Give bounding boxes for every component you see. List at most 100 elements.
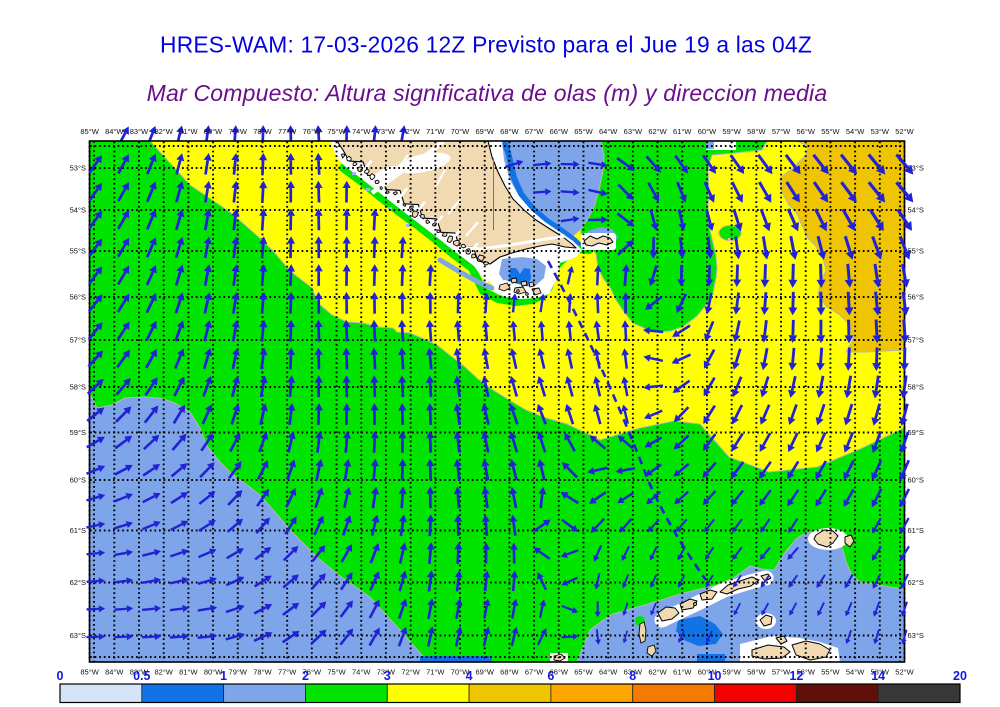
svg-text:61°W: 61°W: [673, 127, 692, 136]
svg-text:61°S: 61°S: [908, 526, 924, 535]
svg-text:56°S: 56°S: [70, 293, 86, 302]
svg-text:HRES-WAM: 17-03-2026 12Z Previ: HRES-WAM: 17-03-2026 12Z Previsto para e…: [160, 32, 812, 58]
svg-text:52°W: 52°W: [895, 127, 914, 136]
svg-text:77°W: 77°W: [278, 668, 297, 677]
svg-text:63°S: 63°S: [70, 631, 86, 640]
svg-text:80°W: 80°W: [204, 127, 223, 136]
svg-text:60°S: 60°S: [908, 476, 924, 485]
svg-text:59°W: 59°W: [722, 127, 741, 136]
svg-text:72°W: 72°W: [401, 668, 420, 677]
svg-text:61°W: 61°W: [673, 668, 692, 677]
svg-text:54°W: 54°W: [846, 668, 865, 677]
svg-text:0: 0: [57, 669, 64, 683]
svg-text:56°W: 56°W: [797, 127, 816, 136]
svg-text:53°W: 53°W: [871, 668, 890, 677]
svg-text:52°W: 52°W: [895, 668, 914, 677]
svg-text:2: 2: [302, 669, 309, 683]
svg-text:63°W: 63°W: [624, 668, 643, 677]
svg-text:81°W: 81°W: [179, 668, 198, 677]
svg-text:79°W: 79°W: [229, 127, 248, 136]
svg-text:75°W: 75°W: [327, 668, 346, 677]
svg-text:4: 4: [466, 669, 473, 683]
svg-text:68°W: 68°W: [500, 668, 519, 677]
svg-text:59°W: 59°W: [722, 668, 741, 677]
svg-text:53°W: 53°W: [871, 127, 890, 136]
svg-text:70°W: 70°W: [451, 668, 470, 677]
svg-text:73°W: 73°W: [377, 668, 396, 677]
svg-text:76°W: 76°W: [303, 668, 322, 677]
svg-text:56°W: 56°W: [797, 668, 816, 677]
svg-text:60°W: 60°W: [698, 127, 717, 136]
svg-text:58°S: 58°S: [908, 383, 924, 392]
svg-text:65°W: 65°W: [574, 668, 593, 677]
svg-text:14: 14: [871, 669, 885, 683]
svg-text:0.5: 0.5: [133, 669, 150, 683]
svg-text:67°W: 67°W: [525, 127, 544, 136]
svg-text:57°S: 57°S: [908, 336, 924, 345]
svg-text:78°W: 78°W: [253, 127, 272, 136]
svg-text:59°S: 59°S: [70, 428, 86, 437]
svg-text:62°W: 62°W: [648, 127, 667, 136]
svg-text:75°W: 75°W: [327, 127, 346, 136]
svg-text:71°W: 71°W: [426, 127, 445, 136]
svg-text:85°W: 85°W: [80, 668, 99, 677]
svg-text:80°W: 80°W: [204, 668, 223, 677]
svg-text:74°W: 74°W: [352, 668, 371, 677]
svg-text:68°W: 68°W: [500, 127, 519, 136]
svg-text:55°S: 55°S: [70, 247, 86, 256]
svg-text:55°S: 55°S: [908, 247, 924, 256]
svg-text:62°W: 62°W: [648, 668, 667, 677]
svg-text:71°W: 71°W: [426, 668, 445, 677]
svg-text:72°W: 72°W: [401, 127, 420, 136]
svg-text:78°W: 78°W: [253, 668, 272, 677]
svg-text:57°W: 57°W: [772, 668, 791, 677]
svg-text:63°S: 63°S: [908, 631, 924, 640]
svg-text:10: 10: [708, 669, 722, 683]
svg-text:54°S: 54°S: [70, 206, 86, 215]
svg-text:82°W: 82°W: [154, 127, 173, 136]
svg-text:6: 6: [547, 669, 554, 683]
svg-text:79°W: 79°W: [229, 668, 248, 677]
svg-text:56°S: 56°S: [908, 293, 924, 302]
svg-text:64°W: 64°W: [599, 127, 618, 136]
svg-text:61°S: 61°S: [70, 526, 86, 535]
svg-text:65°W: 65°W: [574, 127, 593, 136]
svg-text:55°W: 55°W: [821, 127, 840, 136]
svg-text:82°W: 82°W: [154, 668, 173, 677]
svg-text:66°W: 66°W: [550, 127, 569, 136]
svg-text:60°S: 60°S: [70, 476, 86, 485]
svg-text:74°W: 74°W: [352, 127, 371, 136]
svg-text:83°W: 83°W: [130, 668, 149, 677]
svg-text:70°W: 70°W: [451, 127, 470, 136]
svg-text:58°W: 58°W: [747, 127, 766, 136]
svg-text:54°W: 54°W: [846, 127, 865, 136]
svg-text:77°W: 77°W: [278, 127, 297, 136]
svg-text:58°S: 58°S: [70, 383, 86, 392]
svg-text:8: 8: [629, 669, 636, 683]
svg-text:58°W: 58°W: [747, 668, 766, 677]
svg-text:59°S: 59°S: [908, 428, 924, 437]
svg-text:69°W: 69°W: [475, 127, 494, 136]
svg-text:69°W: 69°W: [475, 668, 494, 677]
svg-text:62°S: 62°S: [908, 578, 924, 587]
svg-text:57°W: 57°W: [772, 127, 791, 136]
svg-text:62°S: 62°S: [70, 578, 86, 587]
svg-text:73°W: 73°W: [377, 127, 396, 136]
svg-text:84°W: 84°W: [105, 127, 124, 136]
svg-text:84°W: 84°W: [105, 668, 124, 677]
svg-text:63°W: 63°W: [624, 127, 643, 136]
svg-text:76°W: 76°W: [303, 127, 322, 136]
svg-text:66°W: 66°W: [550, 668, 569, 677]
svg-text:67°W: 67°W: [525, 668, 544, 677]
svg-text:81°W: 81°W: [179, 127, 198, 136]
svg-text:64°W: 64°W: [599, 668, 618, 677]
svg-text:60°W: 60°W: [698, 668, 717, 677]
svg-text:53°S: 53°S: [908, 164, 924, 173]
svg-text:57°S: 57°S: [70, 336, 86, 345]
svg-text:Mar Compuesto: Altura signific: Mar Compuesto: Altura significativa de o…: [147, 80, 828, 106]
svg-text:55°W: 55°W: [821, 668, 840, 677]
svg-text:83°W: 83°W: [130, 127, 149, 136]
svg-text:53°S: 53°S: [70, 164, 86, 173]
svg-text:1: 1: [220, 669, 227, 683]
svg-text:20: 20: [953, 669, 967, 683]
